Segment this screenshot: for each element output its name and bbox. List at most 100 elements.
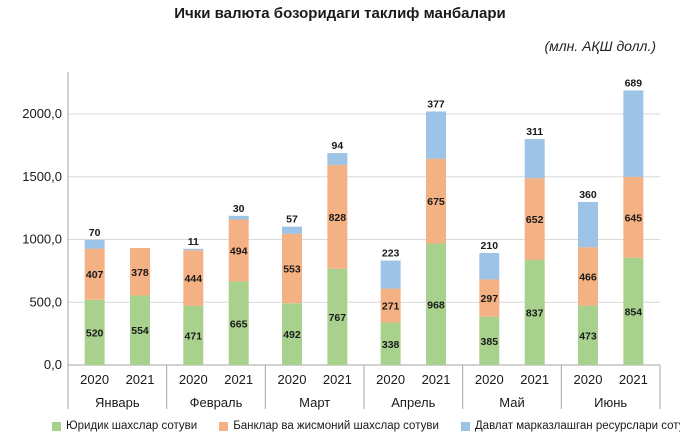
legend: Юридик шахслар сотуви Банклар ва жисмони… (52, 420, 680, 432)
data-label: 30 (233, 203, 245, 215)
bar-segment-banks-individuals (623, 176, 644, 258)
data-label: 828 (329, 212, 347, 224)
bar-segment-legal-entities (524, 259, 545, 365)
legend-swatch-legal-entities (52, 421, 61, 431)
data-label: 689 (625, 77, 643, 89)
x-tick-label-month: Март (299, 395, 330, 410)
data-label: 407 (86, 269, 104, 281)
bar-segment-legal-entities (426, 243, 447, 365)
data-label: 466 (579, 271, 597, 283)
data-label: 492 (283, 329, 301, 341)
legend-swatch-state-resources (460, 421, 470, 431)
bar-segment-banks-individuals (426, 158, 447, 244)
data-label: 665 (230, 318, 248, 330)
data-label: 968 (427, 299, 445, 311)
legend-item-legal-entities: Юридик шахслар сотуви (52, 420, 197, 432)
data-label: 494 (230, 246, 248, 258)
x-tick-label-year: 2021 (520, 372, 549, 387)
bar-segment-legal-entities (84, 299, 105, 365)
data-label: 297 (481, 293, 499, 305)
bar-segment-legal-entities (327, 268, 348, 365)
legend-label-state-resources: Давлат марказлашган ресурслари сотуви (474, 420, 680, 432)
data-label: 210 (481, 240, 499, 252)
bar-segment-banks-individuals (577, 247, 598, 306)
bar-segment-banks-individuals (479, 279, 500, 317)
bar-segment-banks-individuals (130, 248, 151, 296)
y-tick-label: 1000,0 (22, 232, 62, 247)
data-label: 837 (526, 307, 544, 319)
bar-segment-state-resources (327, 153, 348, 165)
data-label: 360 (579, 189, 597, 201)
y-tick-label: 0,0 (44, 357, 62, 372)
legend-item-banks-individuals: Банклар ва жисмоний шахслар сотуви (219, 420, 439, 432)
units-label: (млн. АҚШ долл.) (544, 38, 656, 54)
y-tick-label: 500,0 (29, 294, 62, 309)
x-tick-label-month: Май (499, 395, 524, 410)
bar-segment-state-resources (577, 201, 598, 248)
data-label: 223 (382, 248, 400, 260)
x-tick-label-year: 2020 (475, 372, 504, 387)
x-tick-label-year: 2021 (126, 372, 155, 387)
bar-segment-legal-entities (380, 322, 401, 365)
bar-segment-legal-entities (228, 281, 249, 365)
bar-segment-legal-entities (577, 305, 598, 365)
data-label: 271 (382, 301, 400, 313)
bar-segment-banks-individuals (380, 288, 401, 323)
data-label: 11 (188, 236, 199, 248)
legend-label-legal-entities: Юридик шахслар сотуви (66, 420, 198, 432)
data-label: 553 (283, 264, 301, 276)
data-label: 652 (526, 214, 544, 226)
data-label: 311 (526, 126, 543, 138)
x-tick-label-month: Февраль (190, 395, 243, 410)
x-tick-label-year: 2020 (179, 372, 208, 387)
y-tick-label: 1500,0 (22, 169, 62, 184)
data-label: 444 (185, 273, 203, 285)
x-tick-label-year: 2021 (224, 372, 253, 387)
bar-segment-banks-individuals (281, 233, 302, 304)
bar-segment-legal-entities (479, 316, 500, 365)
x-tick-label-month: Июнь (594, 395, 627, 410)
x-tick-label-year: 2021 (619, 372, 648, 387)
data-label: 854 (625, 306, 643, 318)
x-tick-label-year: 2020 (376, 372, 405, 387)
data-label: 645 (625, 212, 643, 224)
bar-segment-state-resources (380, 260, 401, 289)
bar-segment-legal-entities (183, 305, 204, 365)
x-tick-label-month: Апрель (391, 395, 435, 410)
bar-segment-state-resources (426, 111, 447, 159)
data-label: 471 (185, 330, 203, 342)
legend-swatch-banks-individuals (219, 421, 229, 431)
data-label: 94 (332, 140, 344, 152)
bar-segment-banks-individuals (84, 248, 105, 300)
data-label: 378 (131, 267, 149, 279)
x-tick-label-year: 2021 (422, 372, 451, 387)
bar-segment-legal-entities (130, 295, 151, 365)
x-tick-label-year: 2020 (80, 372, 109, 387)
bar-segment-state-resources (228, 215, 249, 220)
data-label: 338 (382, 339, 400, 351)
data-label: 675 (427, 196, 445, 208)
x-tick-label-year: 2020 (278, 372, 307, 387)
bar-segment-legal-entities (281, 303, 302, 365)
bar-segment-banks-individuals (183, 250, 204, 306)
data-label: 57 (286, 214, 298, 226)
data-label: 385 (481, 336, 499, 348)
bar-segment-state-resources (524, 139, 545, 179)
y-tick-label: 2000,0 (22, 106, 62, 121)
bar-segment-banks-individuals (327, 164, 348, 269)
data-label: 70 (89, 227, 101, 239)
bar-segment-legal-entities (623, 257, 644, 365)
data-label: 767 (329, 312, 347, 324)
data-label: 377 (427, 98, 445, 110)
bar-segment-banks-individuals (524, 178, 545, 260)
legend-item-state-resources: Давлат марказлашган ресурслари сотуви (460, 420, 680, 432)
data-label: 520 (86, 327, 104, 339)
chart-title: Ички валюта бозоридаги таклиф манбалари (174, 5, 506, 22)
bar-segment-state-resources (479, 253, 500, 280)
legend-label-banks-individuals: Банклар ва жисмоний шахслар сотуви (233, 420, 439, 432)
bar-segment-banks-individuals (228, 219, 249, 282)
bar-segment-state-resources (84, 239, 105, 249)
x-tick-label-year: 2021 (323, 372, 352, 387)
bar-segment-state-resources (183, 248, 204, 251)
